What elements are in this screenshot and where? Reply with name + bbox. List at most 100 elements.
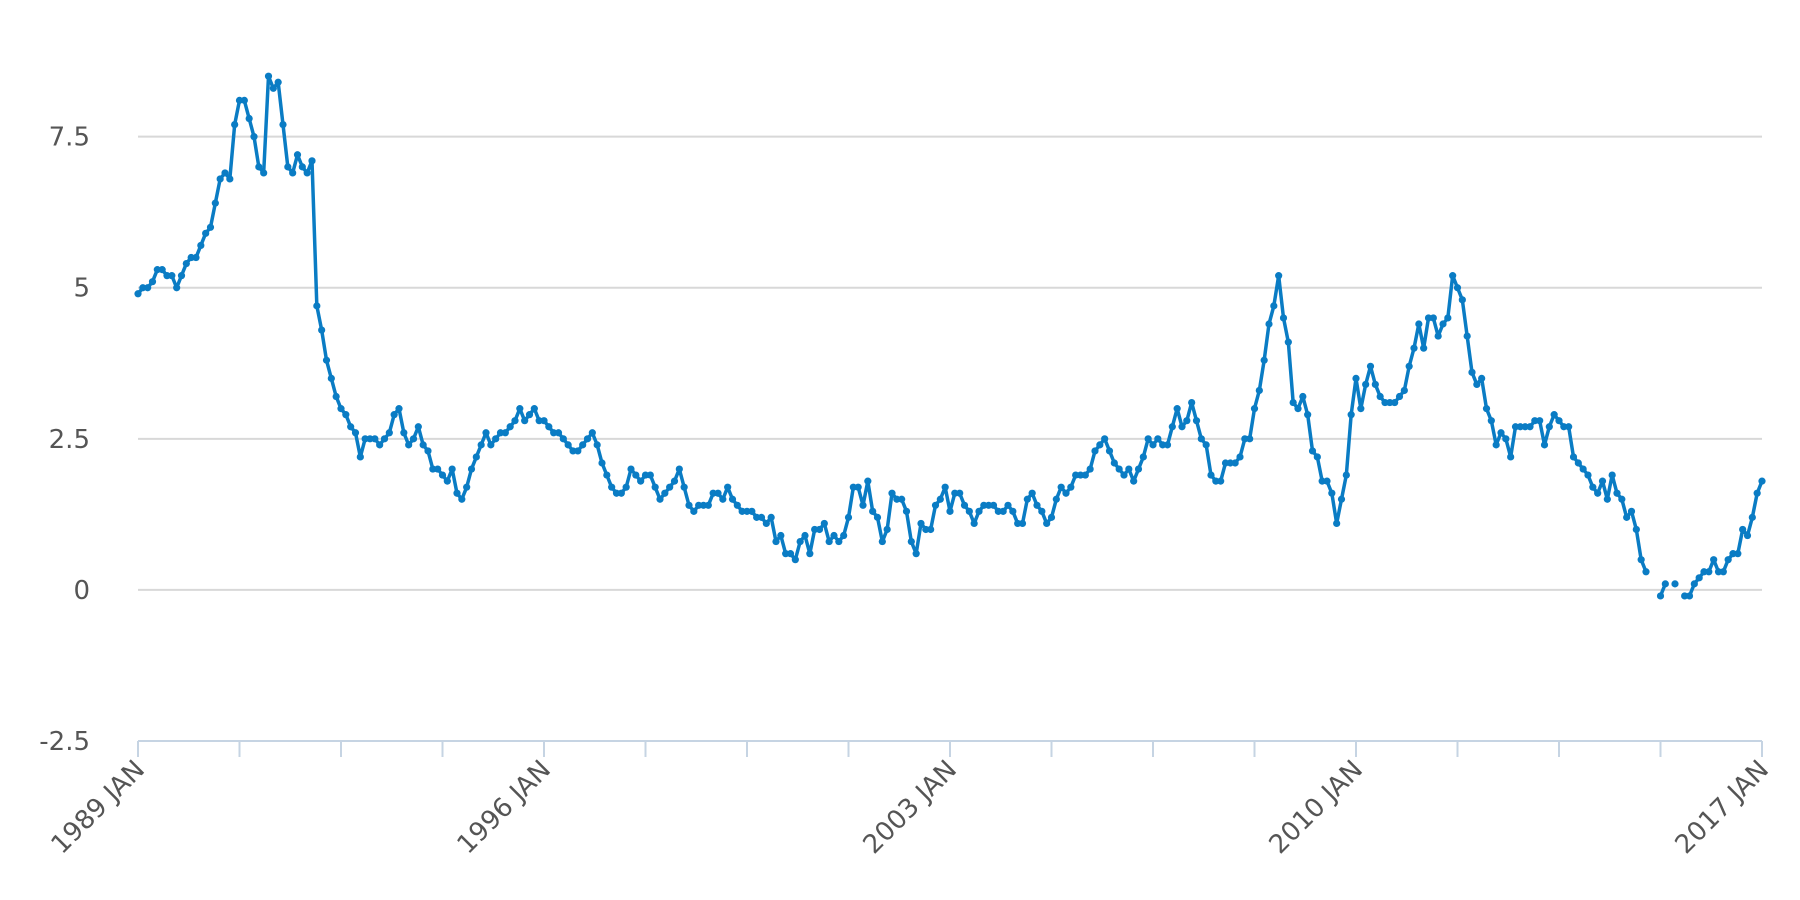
data-point <box>1420 344 1428 352</box>
data-point <box>540 417 548 425</box>
y-tick-label: 2.5 <box>49 425 90 455</box>
data-point <box>564 441 572 449</box>
data-point <box>482 429 490 437</box>
data-point <box>1550 411 1558 419</box>
data-point <box>898 495 906 503</box>
data-point <box>1333 519 1341 528</box>
data-point <box>1637 556 1645 564</box>
data-point <box>1753 489 1761 497</box>
data-point <box>1415 320 1423 328</box>
data-point <box>1149 441 1157 449</box>
data-point <box>579 441 587 449</box>
data-point <box>443 477 451 485</box>
data-point <box>1023 495 1031 503</box>
data-point <box>202 229 210 237</box>
data-point <box>931 501 940 509</box>
data-point <box>767 513 775 521</box>
data-point <box>946 507 954 515</box>
data-point <box>405 441 413 449</box>
data-point <box>583 435 592 443</box>
data-point <box>274 78 282 86</box>
data-point <box>791 556 799 564</box>
data-point <box>1004 501 1012 509</box>
data-point <box>332 392 340 401</box>
data-point <box>1613 489 1621 497</box>
y-tick-label: -2.5 <box>39 727 90 757</box>
data-point <box>1352 374 1360 382</box>
data-point <box>965 507 973 515</box>
data-point <box>1536 417 1544 425</box>
x-tick-label: 1996 JAN <box>452 755 557 860</box>
data-point <box>492 435 500 443</box>
data-point <box>622 483 630 491</box>
data-point <box>1627 507 1636 515</box>
data-point <box>748 507 756 515</box>
data-point <box>593 441 601 449</box>
data-point <box>303 169 311 177</box>
data-point <box>714 489 722 497</box>
data-point <box>1608 471 1616 479</box>
data-point <box>269 84 277 92</box>
data-point <box>1569 453 1578 461</box>
data-point <box>1323 477 1331 485</box>
data-point <box>1695 574 1703 582</box>
data-point <box>1545 423 1553 431</box>
data-point <box>322 356 331 364</box>
data-point <box>1391 398 1399 407</box>
data-point <box>670 477 679 485</box>
data-point <box>400 429 408 437</box>
data-point <box>158 266 166 274</box>
data-point <box>917 519 925 528</box>
data-point <box>1173 405 1181 413</box>
data-point <box>347 423 355 431</box>
data-point <box>1502 435 1510 443</box>
data-point <box>1357 405 1365 413</box>
data-point <box>1192 417 1201 425</box>
data-point <box>424 447 432 455</box>
data-point <box>786 550 795 558</box>
data-point <box>777 531 785 540</box>
data-point <box>327 374 335 382</box>
data-point <box>414 423 422 431</box>
data-point <box>1439 320 1447 328</box>
data-point <box>1188 398 1196 407</box>
data-point <box>1231 459 1239 467</box>
data-point <box>240 96 248 104</box>
data-point <box>1294 405 1302 413</box>
data-point <box>463 483 471 491</box>
data-point <box>588 429 596 437</box>
data-point <box>279 120 287 129</box>
data-point <box>1313 453 1321 461</box>
data-point <box>869 507 877 515</box>
data-point <box>1154 435 1162 443</box>
x-tick-label: 2003 JAN <box>858 755 963 860</box>
data-point <box>1246 435 1254 443</box>
data-point <box>1671 580 1679 588</box>
data-point <box>1217 477 1225 485</box>
data-point <box>134 290 142 298</box>
data-point <box>1444 314 1452 322</box>
data-point <box>1405 362 1413 370</box>
data-point <box>1661 580 1669 588</box>
data-point <box>1081 471 1089 479</box>
data-point <box>438 471 447 479</box>
data-point <box>1584 471 1592 479</box>
data-point <box>1623 513 1631 521</box>
data-point <box>1526 423 1534 431</box>
data-point <box>1202 441 1210 449</box>
data-point <box>1540 441 1549 449</box>
data-point <box>1130 477 1138 485</box>
data-point <box>960 501 969 509</box>
data-point <box>1395 392 1404 401</box>
data-point <box>371 435 379 443</box>
data-point <box>806 550 814 558</box>
data-point <box>245 114 253 123</box>
data-point <box>666 483 674 491</box>
data-point <box>1478 374 1486 382</box>
data-point <box>525 411 534 419</box>
data-point <box>1091 447 1099 455</box>
data-point <box>472 453 480 461</box>
data-point <box>825 537 833 546</box>
x-tick-label: 2017 JAN <box>1670 755 1775 860</box>
data-point <box>840 531 848 540</box>
